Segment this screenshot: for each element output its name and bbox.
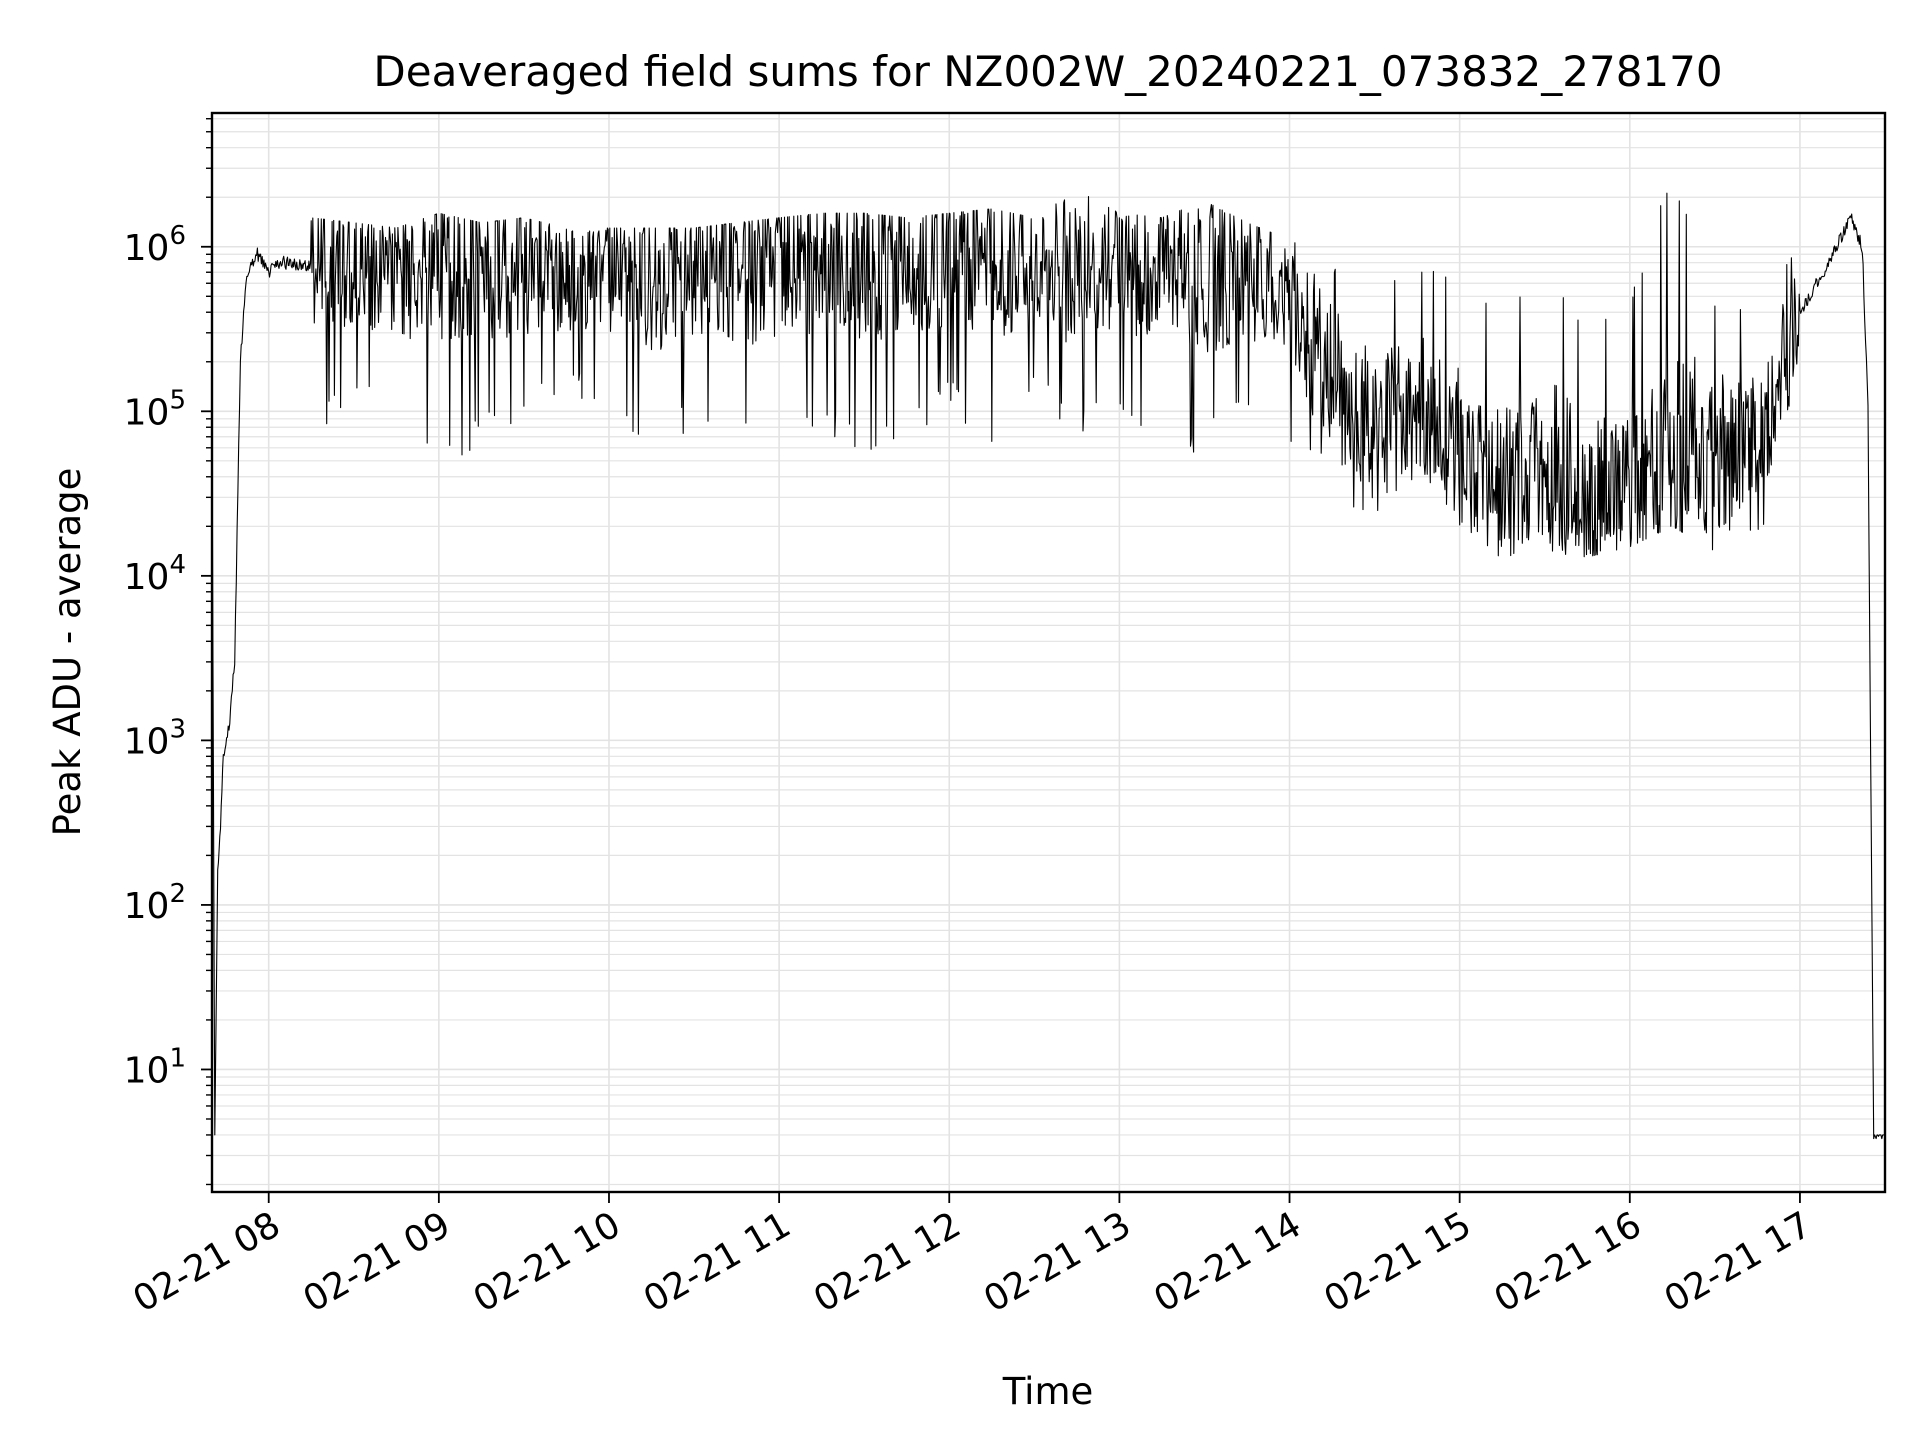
y-tick-label: 105 bbox=[124, 385, 186, 433]
y-tick-label-exponent: 1 bbox=[169, 1043, 186, 1073]
y-tick-label-base: 10 bbox=[124, 557, 170, 598]
series-layer bbox=[211, 192, 1885, 1140]
y-axis-label: Peak ADU - average bbox=[46, 468, 89, 837]
chart-title: Deaveraged field sums for NZ002W_2024022… bbox=[373, 47, 1722, 96]
x-axis-label: Time bbox=[1002, 1370, 1094, 1413]
y-tick-label-exponent: 5 bbox=[169, 385, 186, 415]
y-tick-label-base: 10 bbox=[124, 1050, 170, 1091]
y-tick-label-exponent: 3 bbox=[169, 714, 186, 744]
y-tick-label-exponent: 2 bbox=[169, 879, 186, 909]
y-tick-label-base: 10 bbox=[124, 228, 170, 269]
plot-frame bbox=[210, 111, 1887, 1194]
y-tick-label-base: 10 bbox=[124, 721, 170, 762]
y-tick-label: 102 bbox=[124, 879, 186, 927]
y-tick-label-base: 10 bbox=[124, 886, 170, 927]
y-tick-label: 104 bbox=[124, 550, 186, 598]
y-tick-label-base: 10 bbox=[124, 392, 170, 433]
y-tick-label-exponent: 4 bbox=[169, 550, 186, 580]
y-tick-label: 101 bbox=[124, 1043, 186, 1091]
y-tick-label: 103 bbox=[124, 714, 186, 762]
y-tick-label: 106 bbox=[124, 221, 186, 269]
y-tick-label-exponent: 6 bbox=[169, 221, 186, 251]
data-series-line bbox=[211, 192, 1885, 1140]
